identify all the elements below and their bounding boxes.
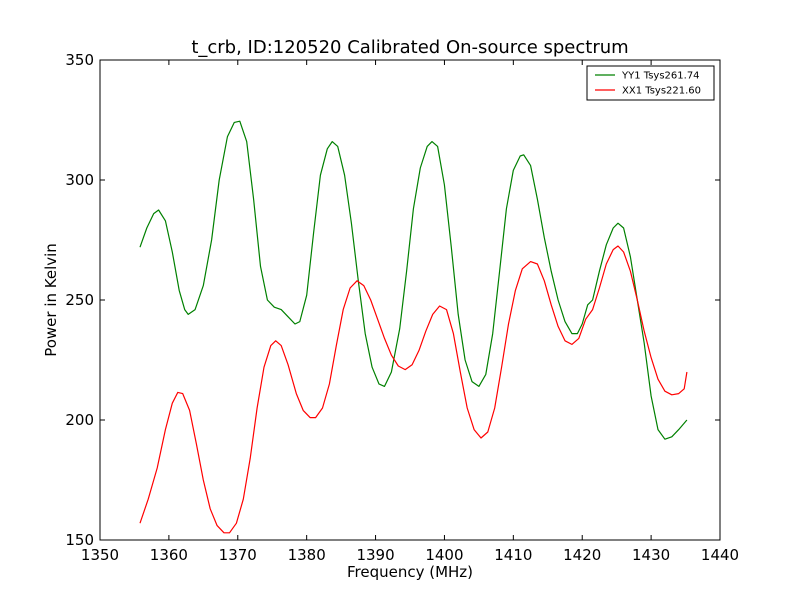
x-tick-label: 1390 (356, 546, 394, 564)
x-tick-label: 1440 (701, 546, 739, 564)
legend: YY1 Tsys261.74 XX1 Tsys221.60 (586, 65, 715, 101)
chart-title: t_crb, ID:120520 Calibrated On-source sp… (191, 37, 628, 58)
y-tick-label: 300 (65, 171, 94, 189)
x-tick-label: 1370 (219, 546, 257, 564)
y-axis-label: Power in Kelvin (42, 243, 60, 357)
y-tick-label: 250 (65, 291, 94, 309)
legend-box (586, 65, 715, 101)
series-line-2 (139, 245, 688, 534)
x-tick-label: 1360 (150, 546, 188, 564)
y-tick-label: 150 (65, 531, 94, 549)
legend-label-1: YY1 Tsys261.74 (621, 71, 700, 82)
x-tick-label: 1350 (81, 546, 119, 564)
x-axis-label: Frequency (MHz) (347, 563, 473, 581)
legend-label-2: XX1 Tsys221.60 (622, 86, 701, 97)
x-tick-label: 1430 (632, 546, 670, 564)
y-tick-label: 200 (65, 411, 94, 429)
x-tick-label: 1380 (288, 546, 326, 564)
series-line-1 (139, 120, 688, 440)
y-tick-label: 350 (65, 51, 94, 69)
x-tick-label: 1400 (425, 546, 463, 564)
x-tick-label: 1420 (563, 546, 601, 564)
x-tick-label: 1410 (494, 546, 532, 564)
plot-area: 1350 1360 1370 1380 1390 1400 1410 1420 1430 1440… (65, 51, 739, 564)
